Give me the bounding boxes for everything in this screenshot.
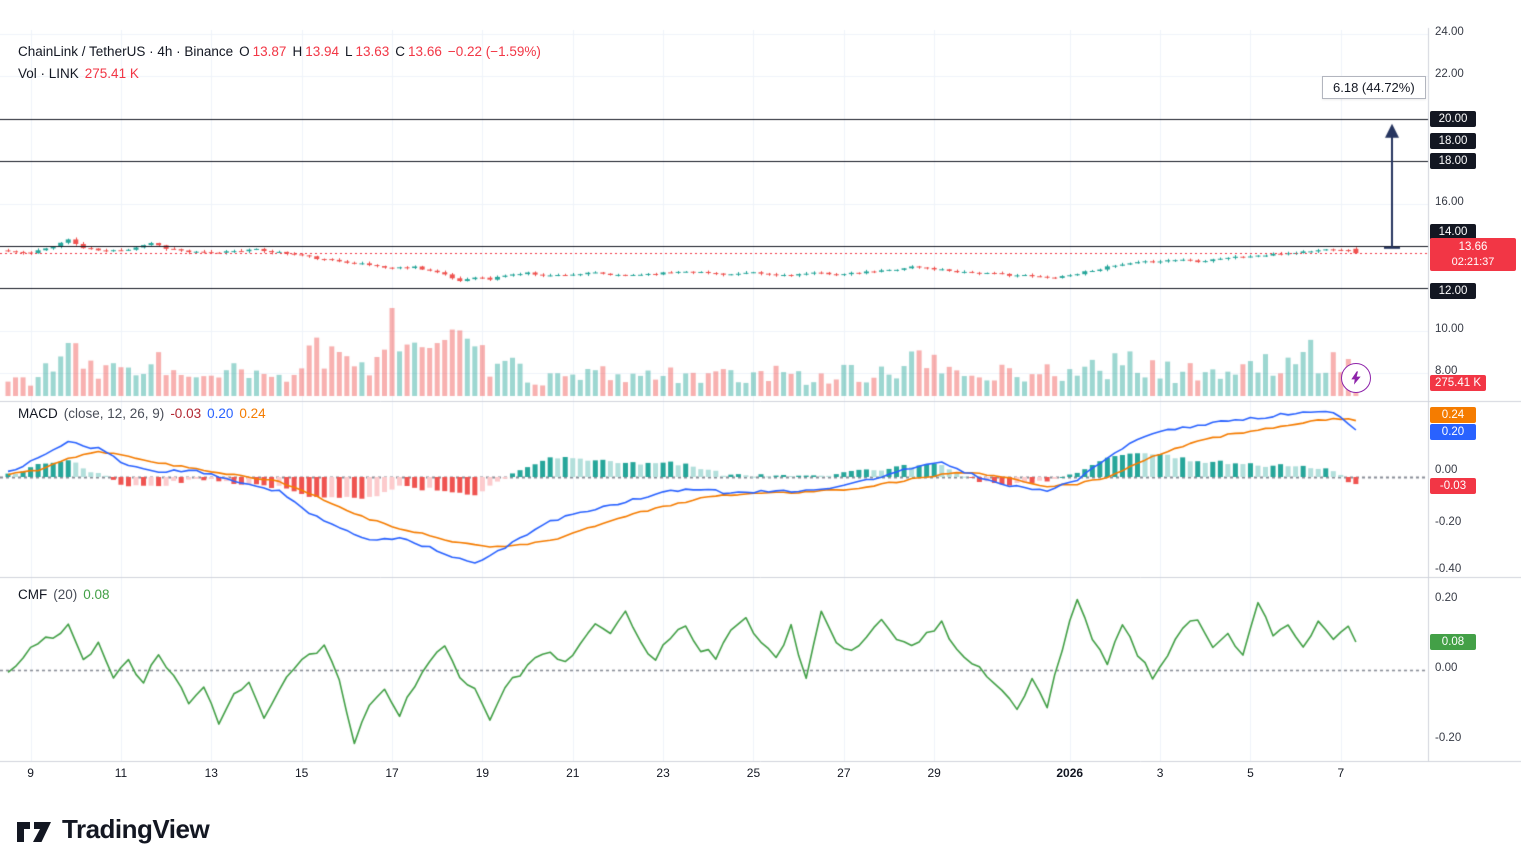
macd-params: (close, 12, 26, 9)	[63, 406, 165, 421]
volume-legend: Vol · LINK 275.41 K	[18, 66, 139, 81]
macd-line-value: 0.20	[207, 406, 234, 421]
footer-brand[interactable]: TradingView	[16, 814, 210, 845]
axis-badge: 12.00	[1430, 283, 1476, 300]
axis-tick: -0.20	[1435, 516, 1462, 528]
time-tick: 5	[1247, 766, 1254, 780]
time-tick: 27	[837, 766, 851, 780]
axis-tick: 0.00	[1435, 464, 1458, 476]
axis-tick: 16.00	[1435, 195, 1464, 208]
lightning-icon	[1351, 371, 1361, 385]
tradingview-logo-icon	[17, 821, 51, 842]
time-tick: 11	[114, 766, 128, 780]
time-tick: 7	[1337, 766, 1345, 780]
cmf-params: (20)	[53, 587, 78, 602]
time-tick: 17	[385, 766, 399, 780]
axis-tick: 24.00	[1435, 26, 1464, 38]
cmf-value: 0.08	[83, 587, 110, 602]
time-tick: 19	[475, 766, 490, 780]
time-axis[interactable]: 9 11 13 15 17 19 21 23 25 27 29 2026 3 5 7	[0, 766, 1428, 788]
time-tick: 2026	[1056, 766, 1084, 780]
axis-tick: -0.20	[1435, 732, 1462, 744]
axis-tick: -0.40	[1435, 563, 1462, 575]
change-value: −0.22 (−1.59%)	[447, 44, 541, 59]
macd-axis[interactable]: 0.24 0.20 0.00 -0.03 -0.20 -0.40	[1428, 400, 1521, 578]
axis-badge: 18.00	[1430, 133, 1476, 150]
macd-legend: MACD (close, 12, 26, 9) -0.03 0.20 0.24	[18, 406, 266, 421]
axis-tick: 0.20	[1435, 592, 1458, 604]
axis-badge: 20.00	[1430, 110, 1476, 127]
cmf-legend: CMF (20) 0.08	[18, 587, 110, 602]
chart-canvas[interactable]	[0, 0, 1521, 800]
axis-badge: 0.08	[1430, 634, 1476, 650]
axis-badge: 0.24	[1430, 406, 1476, 423]
ohlc-high: H 13.94	[292, 44, 339, 59]
price-axis[interactable]: 24.00 22.00 20.00 18.00 18.00 16.00 14.00 13.66…	[1428, 0, 1521, 400]
symbol-legend: ChainLink / TetherUS · 4h · Binance O 13.…	[18, 44, 541, 59]
axis-tick: 0.00	[1435, 662, 1458, 674]
axis-badge: 0.20	[1430, 424, 1476, 440]
time-tick: 9	[27, 766, 34, 780]
time-tick: 25	[746, 766, 761, 780]
axis-tick: 22.00	[1435, 68, 1464, 81]
axis-badge: 18.00	[1430, 153, 1476, 170]
time-tick: 3	[1156, 766, 1164, 780]
time-tick: 23	[656, 766, 670, 780]
brand-name: TradingView	[62, 814, 210, 844]
macd-title[interactable]: MACD	[18, 406, 58, 421]
ohlc-low: L 13.63	[344, 44, 390, 59]
time-tick: 21	[566, 766, 580, 780]
macd-hist-value: -0.03	[170, 406, 202, 421]
time-tick: 13	[204, 766, 218, 780]
axis-tick: 8.00	[1435, 365, 1458, 378]
measure-arrow-label[interactable]: 6.18 (44.72%)	[1322, 76, 1426, 99]
macd-signal-value: 0.24	[239, 406, 266, 421]
volume-value: 275.41 K	[84, 66, 139, 81]
axis-badge: -0.03	[1430, 478, 1476, 495]
axis-badge: 13.66 02:21:37	[1430, 238, 1516, 272]
ohlc-open: O 13.87	[239, 44, 287, 59]
time-tick: 15	[294, 766, 309, 780]
axis-badge: 275.41 K	[1430, 375, 1487, 391]
cmf-title[interactable]: CMF	[18, 587, 48, 602]
time-tick: 29	[927, 766, 941, 780]
volume-label[interactable]: Vol · LINK	[18, 66, 79, 81]
axis-badge: 14.00	[1430, 224, 1476, 240]
ohlc-close: C 13.66	[395, 44, 442, 59]
axis-tick: 10.00	[1435, 322, 1464, 335]
symbol-title[interactable]: ChainLink / TetherUS · 4h · Binance	[18, 44, 234, 59]
boost-lightning-button[interactable]	[1341, 363, 1371, 393]
cmf-axis[interactable]: 0.20 0.08 0.00 -0.20	[1428, 578, 1521, 762]
